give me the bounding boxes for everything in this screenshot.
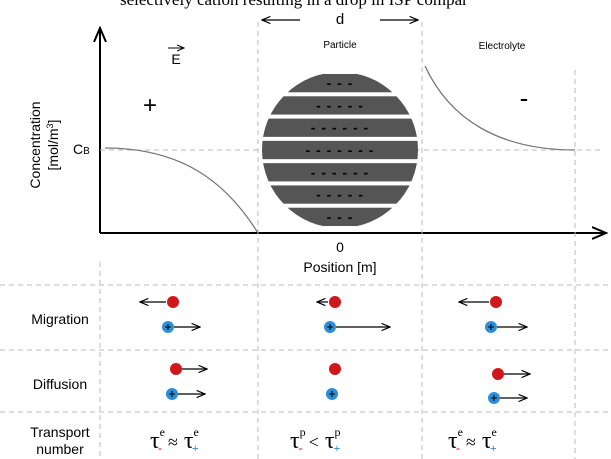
left-sign: + (143, 92, 157, 119)
particle-charge: - - - (327, 75, 354, 91)
tau-part: e (492, 425, 497, 439)
particle-label: Particle (323, 40, 357, 51)
transport-expression: τe-≈τe+ (150, 425, 199, 455)
tau-part: - (456, 441, 460, 455)
cb-label: CB (73, 141, 90, 157)
particle: - - - - - - - - - - - - - - - - - - - - - - … (262, 74, 418, 226)
particle-charge: - - - (327, 209, 354, 225)
particle-charge: - - - - - - (311, 164, 369, 180)
row-label: Diffusion (33, 376, 87, 392)
transport-expression: τe-≈τe+ (448, 425, 497, 455)
tau-part: + (333, 441, 340, 455)
tau-part: e (458, 425, 463, 439)
transport-numbers: τe-≈τe+τp-<τp+τe-≈τe+ (150, 425, 497, 455)
x-axis-label: Position [m] (303, 259, 376, 275)
tau-part: p (300, 425, 306, 439)
tau-part: ≈ (466, 432, 476, 452)
tau-part: < (309, 432, 319, 452)
field-label: E (171, 51, 180, 67)
tau-part: e (194, 425, 199, 439)
particle-charge: - - - - - - (311, 120, 369, 136)
tau-part: - (299, 441, 303, 455)
tau-part: - (158, 441, 162, 455)
tau-part: e (160, 425, 165, 439)
figure: selectively cation resulting in a drop i… (0, 0, 611, 459)
left-profile (105, 148, 258, 233)
origin-label: 0 (336, 239, 344, 255)
tau-part: + (490, 441, 497, 455)
particle-charge: - - - - - (316, 187, 364, 203)
electrolyte-label: Electrolyte (479, 41, 526, 52)
right-profile (425, 66, 575, 150)
transport-expression: τp-<τp+ (290, 425, 340, 455)
tau-part: p (334, 425, 340, 439)
particle-charge: - - - - - (316, 97, 364, 113)
particle-charge: - - - - - - - (306, 142, 375, 158)
caption-fragment: selectively cation resulting in a drop i… (120, 0, 468, 9)
tau-part: ≈ (168, 432, 178, 452)
d-label: d (336, 11, 344, 28)
tau-part: + (192, 441, 199, 455)
y-axis-label: Concentration[mol/m3] (27, 101, 61, 188)
right-sign: - (520, 83, 529, 113)
row-label: Migration (31, 311, 89, 327)
